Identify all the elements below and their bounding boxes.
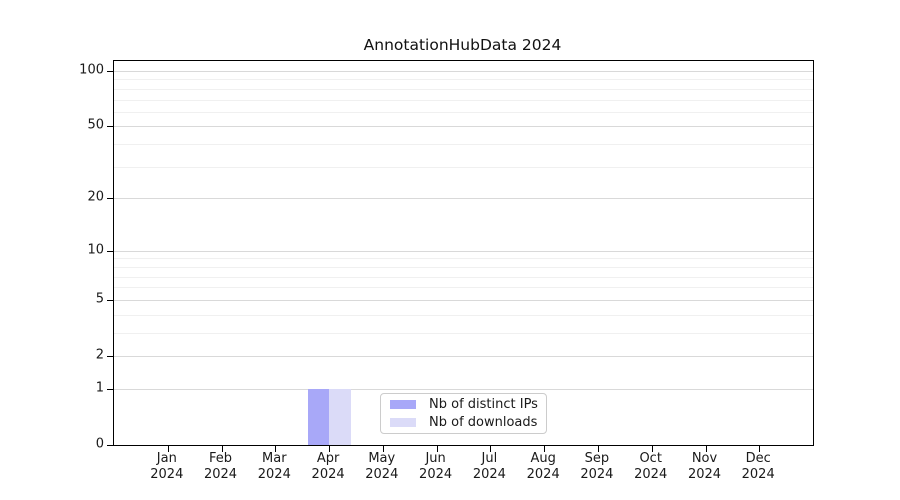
x-tick-mark	[275, 446, 277, 452]
plot-area: Nb of distinct IPs Nb of downloads	[107, 60, 814, 452]
y-tick-mark	[107, 299, 113, 301]
x-tick-year: 2024	[526, 467, 560, 482]
x-tick-label: Sep 2024	[580, 451, 614, 482]
x-axis: Jan 2024 Feb 2024 Mar 2024 Apr 2024 May 2024 Jun 20…	[113, 451, 812, 491]
minor-gridline	[114, 258, 813, 260]
bar-nb-of-downloads	[329, 388, 351, 445]
x-tick-label: Nov 2024	[687, 451, 722, 482]
x-tick-mark	[705, 446, 707, 452]
y-tick-mark	[107, 445, 113, 446]
y-tick-label: 5	[95, 291, 104, 307]
x-tick-year: 2024	[419, 467, 453, 482]
minor-gridline	[114, 111, 813, 113]
x-tick-year: 2024	[257, 467, 291, 482]
y-tick-mark	[107, 71, 113, 72]
legend-item-distinct-ips: Nb of distinct IPs	[390, 397, 538, 412]
major-gridline	[114, 299, 813, 301]
x-tick-label: Dec 2024	[741, 451, 775, 482]
x-tick-year: 2024	[687, 467, 722, 482]
x-tick-mark	[382, 446, 384, 452]
x-tick-mark	[544, 446, 546, 452]
x-tick-mark	[490, 446, 492, 452]
major-gridline	[114, 356, 813, 357]
x-tick-label: Oct 2024	[634, 451, 668, 482]
x-tick-label: Jun 2024	[419, 451, 453, 482]
major-gridline	[114, 388, 813, 390]
x-tick-year: 2024	[472, 467, 506, 482]
chart-title: AnnotationHubData 2024	[363, 36, 562, 54]
minor-gridline	[114, 266, 813, 268]
x-tick-label: Feb 2024	[203, 451, 238, 482]
x-tick-label: Jan 2024	[150, 451, 184, 482]
x-tick-year: 2024	[365, 467, 399, 482]
x-tick-label: Jul 2024	[472, 451, 506, 482]
y-tick-label: 2	[95, 347, 104, 363]
y-tick-label: 10	[87, 242, 104, 258]
y-tick-label: 0	[95, 436, 104, 452]
major-gridline	[114, 71, 813, 72]
minor-gridline	[114, 314, 813, 316]
x-tick-year: 2024	[741, 467, 775, 482]
x-tick-mark	[167, 446, 169, 452]
y-tick-mark	[107, 388, 113, 390]
bar-nb-of-distinct-ips	[307, 388, 330, 445]
minor-gridline	[114, 79, 813, 81]
minor-gridline	[114, 99, 813, 101]
x-tick-mark	[436, 446, 438, 452]
y-axis: 0 1 2 5 10 20 50 100	[0, 60, 104, 452]
minor-gridline	[114, 166, 813, 168]
x-tick-mark	[221, 446, 223, 452]
x-tick-label: Apr 2024	[311, 451, 345, 482]
minor-gridline	[114, 332, 813, 334]
x-tick-year: 2024	[634, 467, 668, 482]
y-tick-mark	[107, 250, 113, 252]
legend-swatch-downloads	[390, 418, 416, 427]
y-tick-mark	[107, 126, 113, 128]
legend-label-downloads: Nb of downloads	[429, 415, 538, 430]
x-tick-mark	[597, 446, 599, 452]
x-tick-year: 2024	[580, 467, 614, 482]
minor-gridline	[114, 276, 813, 278]
y-tick-label: 100	[79, 62, 104, 78]
y-tick-label: 1	[95, 380, 104, 396]
y-tick-mark	[107, 356, 113, 357]
x-tick-year: 2024	[311, 467, 345, 482]
x-tick-label: Aug 2024	[526, 451, 560, 482]
y-tick-label: 50	[87, 117, 104, 133]
legend-swatch-distinct-ips	[390, 400, 416, 409]
legend: Nb of distinct IPs Nb of downloads	[380, 393, 547, 434]
minor-gridline	[114, 88, 813, 90]
x-tick-mark	[651, 446, 653, 452]
major-gridline	[114, 126, 813, 128]
legend-label-distinct-ips: Nb of distinct IPs	[429, 397, 538, 412]
x-tick-year: 2024	[150, 467, 184, 482]
y-tick-label: 20	[87, 189, 104, 205]
major-gridline	[114, 250, 813, 252]
x-tick-label: May 2024	[365, 451, 399, 482]
minor-gridline	[114, 144, 813, 146]
major-gridline	[114, 198, 813, 200]
minor-gridline	[114, 287, 813, 289]
x-tick-year: 2024	[203, 467, 238, 482]
legend-item-downloads: Nb of downloads	[390, 415, 537, 430]
x-tick-label: Mar 2024	[257, 451, 291, 482]
x-tick-mark	[759, 446, 761, 452]
x-tick-mark	[329, 446, 331, 452]
y-tick-mark	[107, 198, 113, 200]
